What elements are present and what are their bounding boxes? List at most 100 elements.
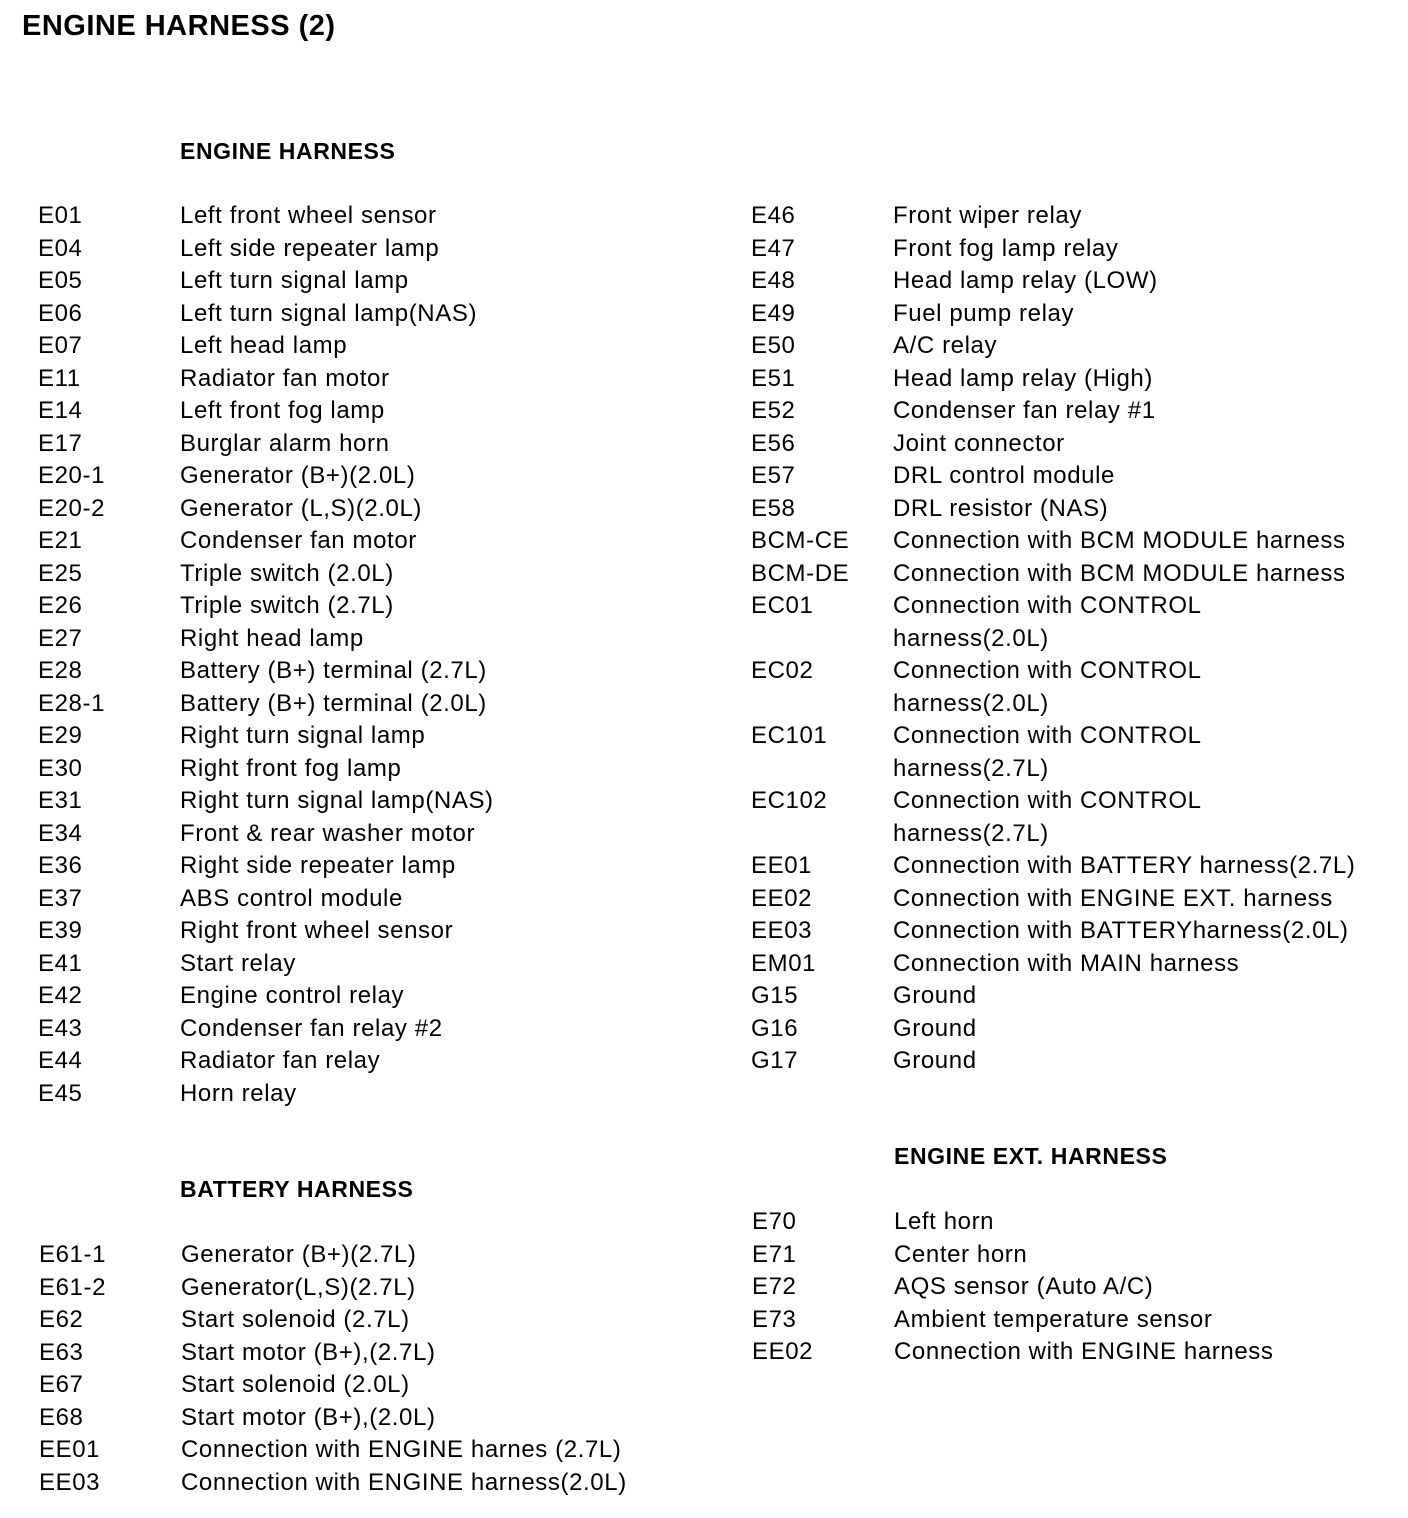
connector-description: Joint connector — [893, 428, 1065, 461]
description-line: Front wiper relay — [893, 202, 1082, 229]
connector-code: E50 — [751, 332, 796, 359]
connector-row: EE02 Connection with ENGINE EXT. harness — [751, 883, 1355, 916]
connector-code: EC101 — [751, 722, 828, 749]
connector-code: E20-1 — [38, 462, 106, 489]
connector-code: E36 — [38, 852, 83, 879]
connector-description: Right front fog lamp — [180, 753, 401, 786]
connector-description: A/C relay — [893, 330, 997, 363]
description-line: Triple switch (2.0L) — [180, 559, 394, 587]
connector-code: E52 — [751, 397, 796, 424]
description-line: Battery (B+) terminal (2.7L) — [180, 657, 487, 684]
connector-code: E27 — [38, 624, 83, 652]
connector-code: E62 — [39, 1306, 84, 1333]
connector-row: E20-1 Generator (B+)(2.0L) — [38, 460, 494, 493]
connector-code: E44 — [38, 1047, 83, 1074]
connector-code: EE01 — [39, 1436, 101, 1463]
connector-row: E50 A/C relay — [751, 330, 1355, 363]
description-line: Radiator fan relay — [180, 1047, 381, 1074]
connector-description: Battery (B+) terminal (2.0L) — [180, 688, 487, 721]
connector-row: E07 Left head lamp — [38, 330, 494, 363]
description-line: Connection with ENGINE harness(2.0L) — [181, 1468, 627, 1496]
description-line: Fuel pump relay — [893, 299, 1075, 327]
connector-row: EM01 Connection with MAIN harness — [751, 948, 1355, 981]
connector-row: E28-1 Battery (B+) terminal (2.0L) — [38, 688, 494, 721]
description-line: Left turn signal lamp — [180, 267, 409, 294]
connector-description: Head lamp relay (High) — [893, 363, 1153, 396]
connector-row: E14 Left front fog lamp — [38, 395, 494, 428]
connector-code: EE02 — [751, 884, 813, 912]
connector-code: E71 — [752, 1240, 797, 1268]
connector-description: Right turn signal lamp(NAS) — [180, 785, 494, 818]
battery-harness-heading: BATTERY HARNESS — [180, 1176, 414, 1202]
connector-code: E29 — [38, 722, 83, 749]
connector-description: DRL control module — [893, 460, 1115, 493]
connector-description: Left front wheel sensor — [180, 200, 437, 233]
connector-code: E01 — [38, 202, 83, 229]
connector-row: E73 Ambient temperature sensor — [752, 1304, 1274, 1337]
connector-code: E58 — [751, 494, 796, 522]
connector-description: Left turn signal lamp — [180, 265, 409, 298]
connector-row: E17 Burglar alarm horn — [38, 428, 494, 461]
connector-code: E57 — [751, 462, 796, 489]
description-line: Right side repeater lamp — [180, 852, 456, 879]
connector-row: E06 Left turn signal lamp(NAS) — [38, 298, 494, 331]
connector-description: Right front wheel sensor — [180, 915, 453, 948]
connector-row: E58 DRL resistor (NAS) — [751, 493, 1355, 526]
connector-description: Condenser fan relay #1 — [893, 395, 1156, 428]
connector-description: Generator(L,S)(2.7L) — [181, 1272, 416, 1305]
connector-row: E25 Triple switch (2.0L) — [38, 558, 494, 591]
connector-row: E46 Front wiper relay — [751, 200, 1355, 233]
description-line: DRL resistor (NAS) — [893, 494, 1109, 522]
connector-row: E68 Start motor (B+),(2.0L) — [39, 1402, 627, 1435]
connector-code: E73 — [752, 1305, 797, 1333]
connector-code: E48 — [751, 267, 796, 294]
connector-row: EC101 Connection with CONTROL harness(2.7L… — [751, 720, 1355, 785]
connector-code: E25 — [38, 559, 83, 587]
connector-description: Connection with ENGINE harness — [894, 1336, 1274, 1369]
description-line: DRL control module — [893, 462, 1116, 489]
connector-row: E28 Battery (B+) terminal (2.7L) — [38, 655, 494, 688]
connector-code: EC102 — [751, 787, 828, 814]
connector-code: E42 — [38, 982, 83, 1009]
connector-row: EE01 Connection with BATTERY harness(2.7L… — [751, 850, 1355, 883]
connector-code: E21 — [38, 527, 83, 554]
connector-row: E67 Start solenoid (2.0L) — [39, 1369, 627, 1402]
description-line: Right front wheel sensor — [180, 917, 454, 944]
description-line: ABS control module — [180, 884, 403, 912]
description-line: Connection with CONTROL — [893, 722, 1202, 749]
connector-description: Connection with CONTROL harness(2.7L) — [893, 785, 1202, 850]
connector-code: EE03 — [39, 1468, 101, 1496]
connector-row: E29 Right turn signal lamp — [38, 720, 494, 753]
connector-row: EC102 Connection with CONTROL harness(2.7L… — [751, 785, 1355, 850]
connector-code: G15 — [751, 982, 799, 1009]
connector-code: E37 — [38, 884, 83, 912]
connector-code: E07 — [38, 332, 83, 359]
description-line: Start solenoid (2.0L) — [181, 1371, 410, 1398]
engine-harness-left-list: E01 Left front wheel sensor E04 Left side r… — [38, 200, 494, 1110]
connector-row: E42 Engine control relay — [38, 980, 494, 1013]
connector-description: Radiator fan relay — [180, 1045, 380, 1078]
connector-code: E49 — [751, 299, 796, 327]
connector-row: E26 Triple switch (2.7L) — [38, 590, 494, 623]
connector-description: Triple switch (2.7L) — [180, 590, 394, 623]
connector-code: E61-2 — [39, 1273, 107, 1301]
description-line: Connection with BCM MODULE harness — [893, 527, 1346, 554]
connector-description: Condenser fan motor — [180, 525, 417, 558]
connector-description: AQS sensor (Auto A/C) — [894, 1271, 1153, 1304]
connector-description: Front & rear washer motor — [180, 818, 475, 851]
connector-code: EE01 — [751, 852, 813, 879]
connector-code: EE03 — [751, 917, 813, 944]
connector-description: Start solenoid (2.7L) — [181, 1304, 410, 1337]
connector-description: Connection with ENGINE harness(2.0L) — [181, 1467, 627, 1500]
connector-description: Head lamp relay (LOW) — [893, 265, 1158, 298]
connector-description: Connection with CONTROL harness(2.0L) — [893, 590, 1202, 655]
connector-code: EM01 — [751, 949, 817, 977]
connector-row: BCM-CE Connection with BCM MODULE harness — [751, 525, 1355, 558]
description-line: Left side repeater lamp — [180, 234, 440, 262]
connector-description: Start solenoid (2.0L) — [181, 1369, 410, 1402]
description-line-2: harness(2.7L) — [893, 819, 1049, 847]
description-line: Connection with ENGINE harnes (2.7L) — [181, 1436, 622, 1463]
connector-code: E39 — [38, 917, 83, 944]
connector-row: EC02 Connection with CONTROL harness(2.0L) — [751, 655, 1355, 720]
connector-row: G16 Ground — [751, 1013, 1355, 1046]
